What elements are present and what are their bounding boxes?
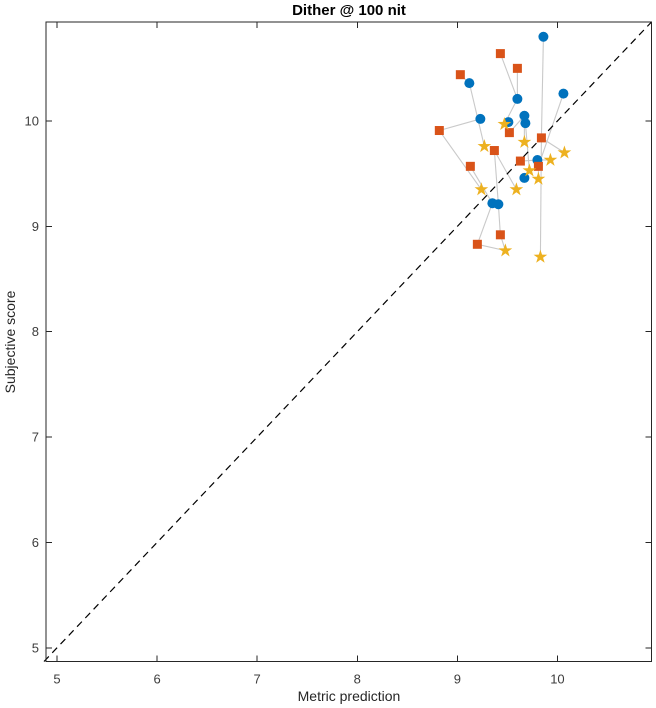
data-point-star	[517, 134, 532, 148]
y-tick-label: 9	[32, 219, 39, 234]
identity-line	[43, 21, 652, 662]
data-point-star	[497, 116, 512, 131]
data-point-square	[434, 126, 444, 136]
y-tick-label: 7	[32, 430, 39, 445]
data-point-star	[477, 139, 492, 153]
data-point-circle	[538, 31, 549, 42]
data-point-circle	[519, 172, 530, 183]
data-point-star	[509, 182, 524, 196]
connector-line	[497, 204, 501, 235]
connector-line	[476, 203, 493, 245]
data-point-star	[531, 171, 546, 185]
connector-line	[537, 93, 564, 167]
data-point-circle	[464, 78, 475, 89]
data-point-circle	[493, 199, 504, 210]
data-point-star	[498, 243, 513, 257]
square-series-markers	[434, 49, 546, 249]
x-tick-label: 10	[550, 672, 564, 687]
data-point-square	[495, 49, 505, 59]
chart-title: Dither @ 100 nit	[292, 2, 406, 19]
data-point-circle	[475, 113, 486, 124]
y-tick-label: 10	[25, 114, 39, 129]
x-tick-label: 8	[354, 672, 361, 687]
connector-line	[493, 150, 499, 205]
axis-ticks	[46, 22, 652, 662]
x-tick-label: 7	[254, 672, 261, 687]
data-point-square	[472, 239, 482, 249]
data-point-square	[504, 128, 514, 138]
axes-box	[45, 21, 652, 662]
data-point-star	[474, 182, 489, 196]
data-point-square	[533, 161, 543, 171]
connector-line	[499, 53, 518, 100]
data-point-circle	[519, 110, 530, 121]
data-point-square	[465, 161, 475, 171]
y-tick-label: 5	[32, 640, 39, 655]
data-point-square	[512, 63, 522, 73]
data-point-star	[533, 249, 548, 263]
data-point-star	[543, 152, 558, 166]
connector-line	[468, 82, 485, 147]
x-tick-label: 6	[153, 672, 160, 687]
data-point-circle	[558, 88, 569, 99]
connector-line	[438, 130, 482, 190]
data-point-star	[557, 145, 572, 159]
connector-line	[493, 150, 517, 190]
x-tick-label: 9	[454, 672, 461, 687]
data-point-square	[515, 156, 525, 166]
x-tick-labels: 5 6 7 8 9 10	[53, 672, 564, 687]
data-point-circle	[520, 118, 531, 129]
y-tick-labels: 5 6 7 8 9 10	[25, 114, 39, 656]
y-tick-label: 6	[32, 535, 39, 550]
star-series-markers	[474, 116, 572, 263]
y-tick-label: 8	[32, 324, 39, 339]
connector-line	[540, 36, 544, 138]
connector-lines	[438, 36, 565, 257]
data-point-square	[455, 70, 465, 80]
connector-line	[539, 137, 542, 257]
data-point-star	[522, 163, 537, 177]
y-axis-label: Subjective score	[2, 290, 18, 394]
data-point-circle	[512, 93, 523, 104]
data-point-square	[495, 230, 505, 240]
connector-line	[439, 118, 481, 132]
x-axis-label: Metric prediction	[297, 688, 401, 704]
x-tick-label: 5	[53, 672, 60, 687]
data-point-square	[489, 146, 499, 156]
data-point-square	[536, 133, 546, 143]
